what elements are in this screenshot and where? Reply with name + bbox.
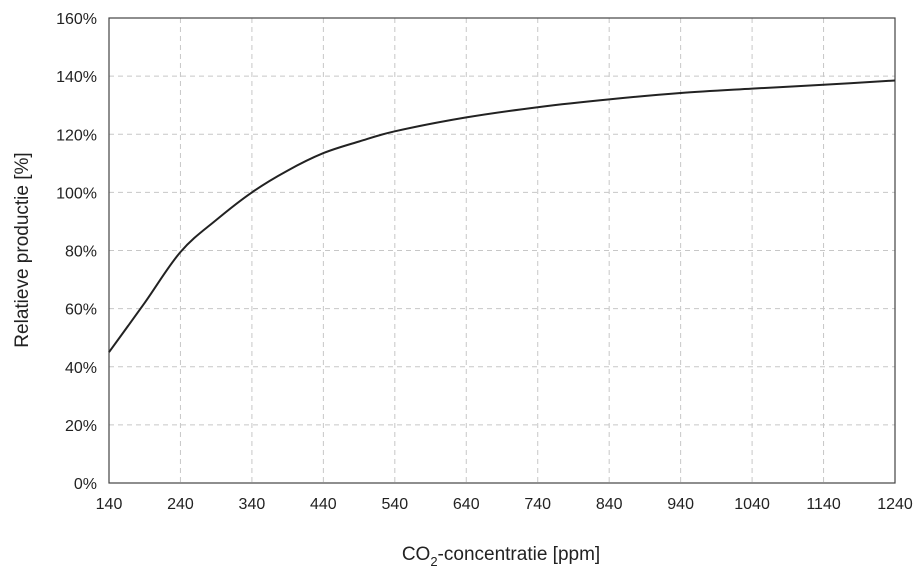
- y-tick-label: 60%: [65, 302, 97, 319]
- y-axis-title: Relatieve productie [%]: [12, 152, 33, 347]
- x-tick-label: 940: [667, 496, 694, 513]
- y-tick-label: 120%: [56, 127, 97, 144]
- x-tick-labels: 140 240 340 440 540 640 740 840 940 1040 1140 1240: [96, 496, 913, 513]
- y-tick-label: 80%: [65, 244, 97, 261]
- x-tick-label: 240: [167, 496, 194, 513]
- series-line: [109, 81, 895, 353]
- x-tick-label: 740: [524, 496, 551, 513]
- x-tick-label: 140: [96, 496, 123, 513]
- x-tick-label: 1140: [806, 496, 841, 513]
- y-tick-label: 140%: [56, 69, 97, 86]
- series-layer: [109, 81, 895, 353]
- x-tick-label: 440: [310, 496, 337, 513]
- x-tick-label: 840: [596, 496, 623, 513]
- y-tick-label: 0%: [74, 476, 97, 493]
- y-tick-label: 160%: [56, 11, 97, 28]
- y-tick-label: 40%: [65, 360, 97, 377]
- y-tick-label: 20%: [65, 418, 97, 435]
- y-tick-labels: 0% 20% 40% 60% 80% 100% 120% 140% 160%: [56, 11, 97, 493]
- x-tick-label: 540: [381, 496, 408, 513]
- y-tick-label: 100%: [56, 185, 97, 202]
- x-axis-title: CO2-concentratie [ppm]: [402, 544, 600, 569]
- x-tick-label: 640: [453, 496, 480, 513]
- x-tick-label: 340: [239, 496, 266, 513]
- x-tick-label: 1040: [734, 496, 770, 513]
- x-tick-label: 1240: [877, 496, 913, 513]
